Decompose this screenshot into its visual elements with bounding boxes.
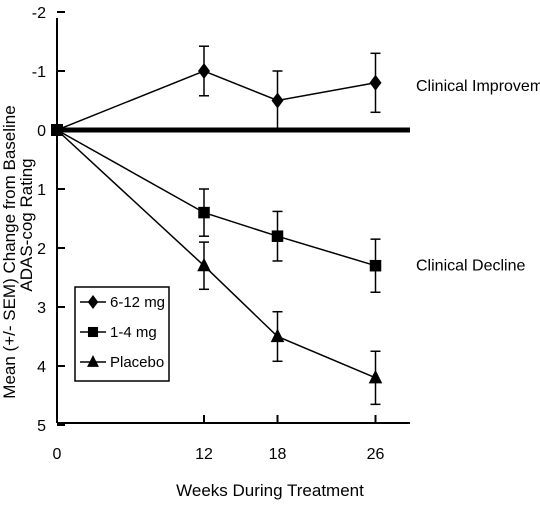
y-tick-label: 0	[37, 123, 46, 140]
annotation-label: Clinical Decline	[416, 258, 525, 275]
y-axis-title: Mean (+/- SEM) Change from Baseline	[0, 105, 19, 398]
x-tick-label: 26	[367, 446, 385, 463]
series-square	[51, 124, 382, 293]
y-tick-label: -1	[32, 64, 46, 81]
x-axis-title: Weeks During Treatment	[176, 481, 364, 500]
legend-label: Placebo	[110, 354, 164, 371]
diamond-marker	[198, 63, 210, 79]
diamond-marker	[271, 92, 284, 109]
origin-marker	[51, 124, 63, 136]
diamond-marker	[369, 74, 382, 91]
x-tick-label: 12	[195, 446, 213, 463]
square-marker	[369, 259, 382, 272]
triangle-marker	[197, 257, 211, 272]
triangle-marker	[270, 328, 285, 343]
triangle-marker	[368, 369, 383, 384]
triangle-marker	[87, 355, 99, 367]
x-tick-label: 0	[53, 446, 62, 463]
series-line	[56, 129, 376, 379]
series-line	[56, 70, 376, 131]
legend: 6-12 mg 1-4 mg Placebo	[74, 286, 170, 382]
series-triangle	[51, 124, 383, 406]
diamond-marker	[87, 295, 99, 309]
y-tick-label: 1	[37, 182, 46, 199]
annotations: Clinical Improvement Clinical Decline	[416, 78, 540, 275]
series-diamond	[51, 45, 382, 136]
legend-label: 6-12 mg	[110, 294, 165, 311]
y-tick-label: -2	[32, 5, 46, 22]
y-axis-title-line2: ADAS-cog Rating	[17, 158, 36, 291]
annotation-label: Clinical Improvement	[416, 78, 540, 95]
square-marker	[87, 326, 99, 338]
y-tick-label: 4	[37, 359, 46, 376]
series-layer	[51, 45, 383, 406]
series-line	[56, 129, 376, 267]
y-tick-label: 5	[37, 418, 46, 435]
legend-label: 1-4 mg	[110, 324, 157, 341]
y-tick-label: 3	[37, 300, 46, 317]
square-marker	[271, 230, 284, 242]
square-marker	[198, 206, 210, 219]
x-tick-label: 18	[269, 446, 287, 463]
y-tick-label: 2	[37, 241, 46, 258]
